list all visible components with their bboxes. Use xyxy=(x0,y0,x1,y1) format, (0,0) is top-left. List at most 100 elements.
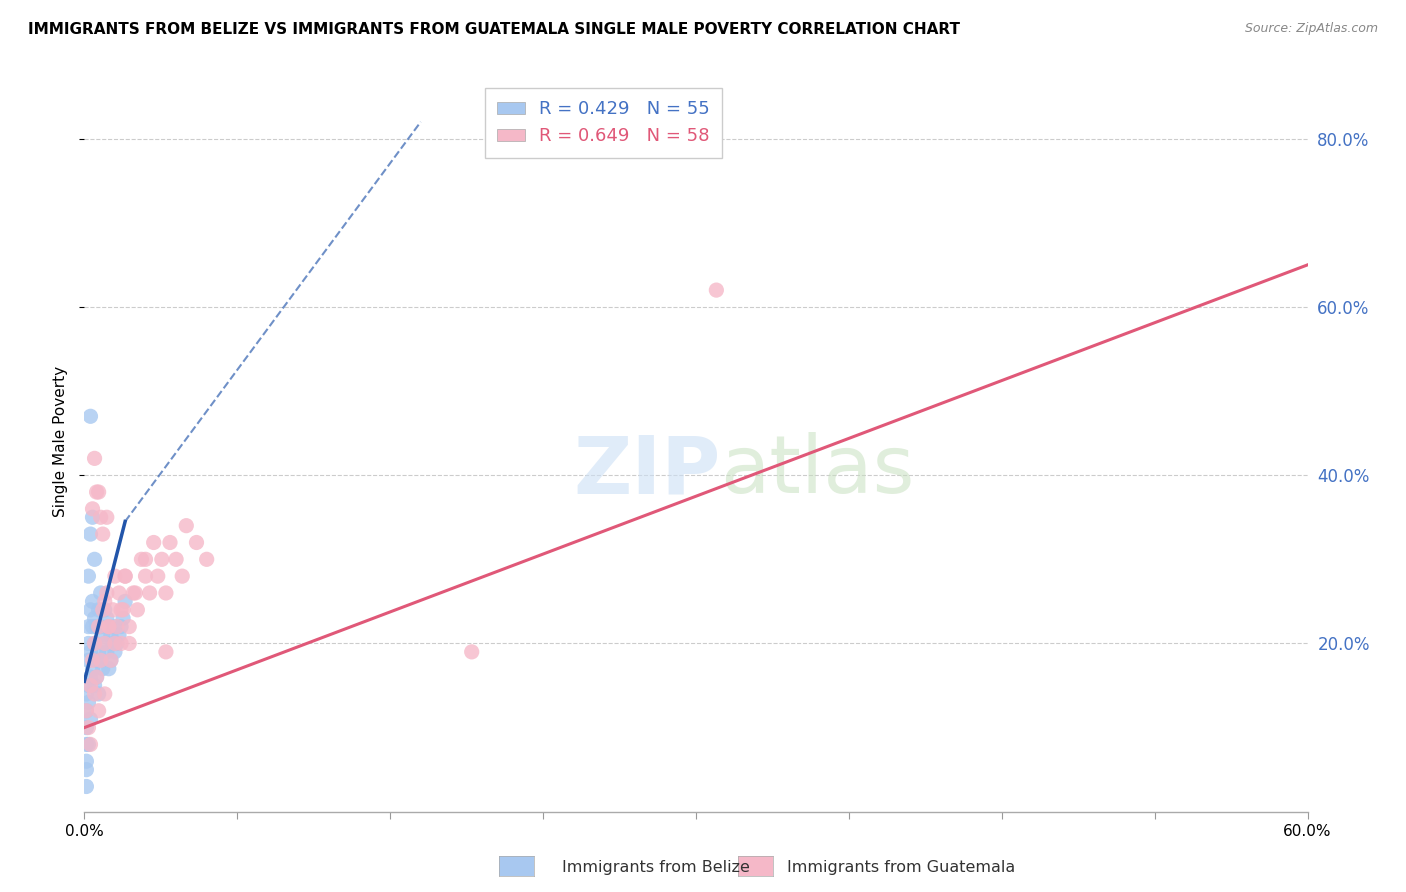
Point xyxy=(83,679,105,693)
Point xyxy=(90,653,112,667)
Point xyxy=(90,586,112,600)
Point xyxy=(86,670,108,684)
Point xyxy=(100,653,122,667)
Point xyxy=(100,653,122,667)
Point xyxy=(93,636,115,650)
Point xyxy=(93,594,115,608)
Point xyxy=(105,636,128,650)
Point xyxy=(79,738,101,752)
Point xyxy=(142,535,165,549)
Point xyxy=(104,619,127,633)
Point xyxy=(90,619,112,633)
Point xyxy=(91,662,114,676)
Point xyxy=(87,704,110,718)
Point xyxy=(75,754,97,768)
Point xyxy=(77,569,100,583)
Point xyxy=(77,721,100,735)
Point xyxy=(150,552,173,566)
Point xyxy=(77,679,100,693)
Point xyxy=(75,704,97,718)
Point xyxy=(90,510,112,524)
Point xyxy=(86,670,108,684)
Point xyxy=(114,569,136,583)
Point xyxy=(77,636,100,650)
Point xyxy=(79,409,101,424)
Point xyxy=(77,653,100,667)
Point xyxy=(101,636,124,650)
Point xyxy=(112,603,135,617)
Point xyxy=(135,552,157,566)
Point xyxy=(79,603,101,617)
Point xyxy=(118,619,141,633)
Point xyxy=(82,594,104,608)
Point xyxy=(79,670,101,684)
Text: Immigrants from Belize: Immigrants from Belize xyxy=(562,860,751,874)
Point xyxy=(165,552,187,566)
Point xyxy=(110,603,132,617)
Point xyxy=(93,636,115,650)
Point xyxy=(86,485,108,500)
Point xyxy=(82,662,104,676)
Point xyxy=(108,628,131,642)
Point xyxy=(79,679,101,693)
Point xyxy=(75,721,97,735)
Point xyxy=(97,619,120,633)
Point xyxy=(87,603,110,617)
Point xyxy=(195,552,218,566)
Point xyxy=(110,619,132,633)
Point xyxy=(172,569,194,583)
Point xyxy=(112,611,135,625)
Point xyxy=(96,510,118,524)
Text: Immigrants from Guatemala: Immigrants from Guatemala xyxy=(787,860,1015,874)
Point xyxy=(79,527,101,541)
Point xyxy=(114,569,136,583)
Y-axis label: Single Male Poverty: Single Male Poverty xyxy=(53,366,69,517)
Point xyxy=(124,586,146,600)
Point xyxy=(77,738,100,752)
Text: atlas: atlas xyxy=(720,432,915,510)
Point xyxy=(114,594,136,608)
Point xyxy=(101,603,124,617)
Point xyxy=(86,619,108,633)
Point xyxy=(131,552,153,566)
Point xyxy=(127,603,149,617)
Point xyxy=(155,586,177,600)
Point xyxy=(159,535,181,549)
Point xyxy=(122,586,145,600)
Point xyxy=(77,619,100,633)
Point xyxy=(104,569,127,583)
Point xyxy=(146,569,169,583)
Text: ZIP: ZIP xyxy=(574,432,720,510)
Point xyxy=(83,636,105,650)
Point xyxy=(138,586,160,600)
Point xyxy=(91,603,114,617)
Text: Source: ZipAtlas.com: Source: ZipAtlas.com xyxy=(1244,22,1378,36)
Point xyxy=(104,645,127,659)
Point xyxy=(82,510,104,524)
Point xyxy=(97,662,120,676)
Point xyxy=(93,603,115,617)
Legend: R = 0.429   N = 55, R = 0.649   N = 58: R = 0.429 N = 55, R = 0.649 N = 58 xyxy=(485,87,723,158)
Point xyxy=(96,645,118,659)
Point xyxy=(155,645,177,659)
Point xyxy=(110,636,132,650)
Point xyxy=(75,763,97,777)
Point xyxy=(96,586,118,600)
Point xyxy=(108,586,131,600)
Point xyxy=(97,619,120,633)
Point xyxy=(87,485,110,500)
Point xyxy=(91,628,114,642)
Point xyxy=(186,535,208,549)
Point xyxy=(86,653,108,667)
Point xyxy=(87,645,110,659)
Point xyxy=(83,636,105,650)
Point xyxy=(75,704,97,718)
Point xyxy=(83,611,105,625)
Point xyxy=(97,619,120,633)
Point xyxy=(100,628,122,642)
Point xyxy=(83,451,105,466)
Text: IMMIGRANTS FROM BELIZE VS IMMIGRANTS FROM GUATEMALA SINGLE MALE POVERTY CORRELAT: IMMIGRANTS FROM BELIZE VS IMMIGRANTS FRO… xyxy=(28,22,960,37)
Point xyxy=(77,695,100,709)
Point xyxy=(174,518,197,533)
Point xyxy=(87,619,110,633)
